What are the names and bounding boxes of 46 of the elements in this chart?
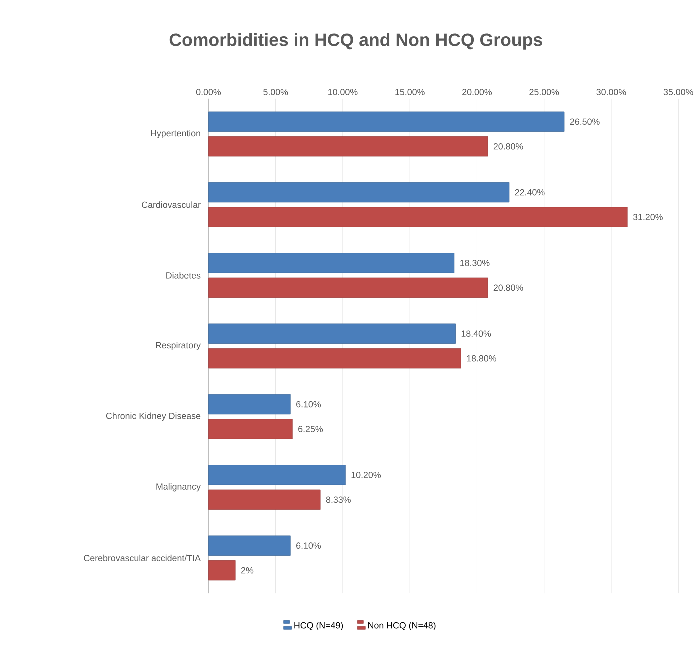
y-tick-label: Chronic Kidney Disease xyxy=(106,412,201,422)
bar xyxy=(208,136,488,157)
legend-label: HCQ (N=49) xyxy=(294,622,344,631)
bar xyxy=(208,419,293,440)
x-tick-label: 0.00% xyxy=(196,89,222,96)
bar xyxy=(208,253,455,274)
y-tick-label: Cardiovascular xyxy=(142,202,201,208)
data-label: 26.50% xyxy=(570,118,600,126)
bar xyxy=(208,560,236,581)
data-label: 31.20% xyxy=(633,214,663,220)
legend-label: Non HCQ (N=48) xyxy=(368,622,436,631)
y-tick-label: Diabetes xyxy=(166,272,201,279)
chart-title: Comorbidities in HCQ and Non HCQ Groups xyxy=(170,33,542,50)
data-label: 20.80% xyxy=(494,143,524,150)
bar xyxy=(208,536,291,556)
x-tick-label: 15.00% xyxy=(396,89,425,96)
bar xyxy=(208,207,628,228)
bar xyxy=(208,490,321,510)
data-label: 18.40% xyxy=(462,330,492,338)
bar xyxy=(208,112,565,132)
bar xyxy=(208,324,456,344)
y-tick-label: Respiratory xyxy=(156,342,201,350)
x-tick-label: 5.00% xyxy=(264,89,288,96)
bar xyxy=(208,465,346,486)
bar xyxy=(208,182,510,203)
data-label: 6.25% xyxy=(298,426,324,432)
bar xyxy=(208,278,488,298)
y-tick-label: Hypertention xyxy=(151,130,200,138)
x-tick-label: 10.00% xyxy=(328,89,358,96)
data-label: 22.40% xyxy=(515,189,545,196)
x-tick-label: 35.00% xyxy=(664,89,694,96)
y-tick-label: Malignancy xyxy=(156,483,201,492)
bar xyxy=(208,394,291,415)
x-tick-label: 30.00% xyxy=(596,89,626,96)
data-label: 6.10% xyxy=(296,542,322,550)
x-tick-label: 25.00% xyxy=(530,89,560,96)
data-label: 18.80% xyxy=(467,355,496,362)
data-label: 6.10% xyxy=(296,401,322,408)
data-label: 18.30% xyxy=(460,260,490,266)
data-label: 10.20% xyxy=(352,472,382,478)
data-label: 20.80% xyxy=(494,284,524,292)
bar xyxy=(208,348,462,369)
y-tick-label: Cerebrovascular accident/TIA xyxy=(84,554,201,562)
x-tick-label: 20.00% xyxy=(462,89,492,96)
data-label: 8.33% xyxy=(326,496,351,504)
data-label: 2% xyxy=(242,567,254,574)
